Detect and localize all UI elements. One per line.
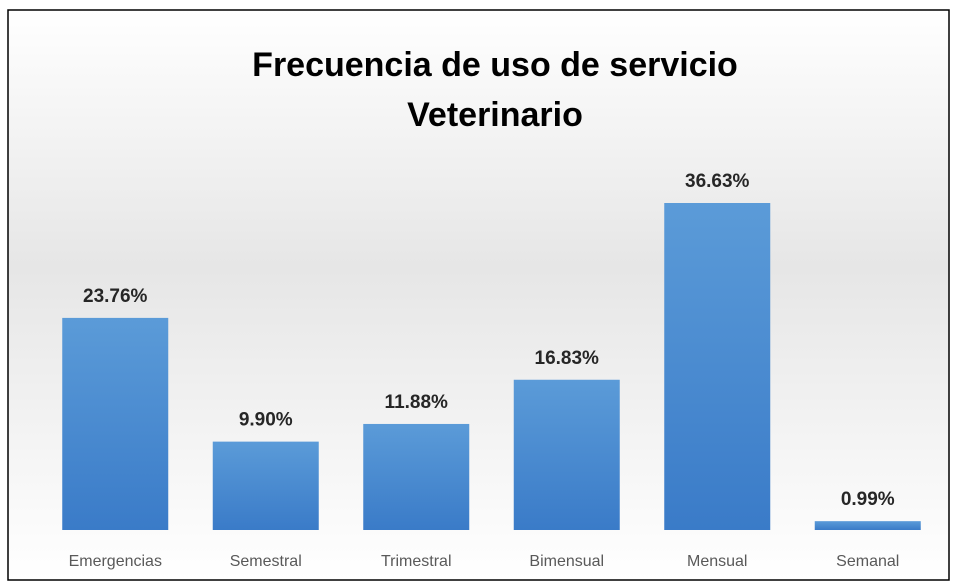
data-label: 36.63% <box>685 171 750 192</box>
bar <box>212 441 319 530</box>
bar <box>664 203 771 530</box>
bar <box>814 521 921 530</box>
data-label: 9.90% <box>239 410 293 431</box>
data-label: 0.99% <box>841 489 895 510</box>
bar <box>62 317 169 530</box>
x-tick-label: Trimestral <box>381 553 452 570</box>
data-label: 16.83% <box>535 348 600 369</box>
x-tick-label: Mensual <box>687 553 747 570</box>
bar <box>363 423 470 530</box>
x-tick-label: Semestral <box>230 553 302 570</box>
data-label: 11.88% <box>385 392 448 413</box>
x-tick-label: Emergencias <box>69 553 162 570</box>
chart-title: Frecuencia de uso de servicio Veterinari… <box>252 46 738 134</box>
bar <box>513 379 620 530</box>
data-label: 23.76% <box>83 286 148 307</box>
x-tick-label: Semanal <box>836 553 899 570</box>
x-tick-label: Bimensual <box>529 553 604 570</box>
